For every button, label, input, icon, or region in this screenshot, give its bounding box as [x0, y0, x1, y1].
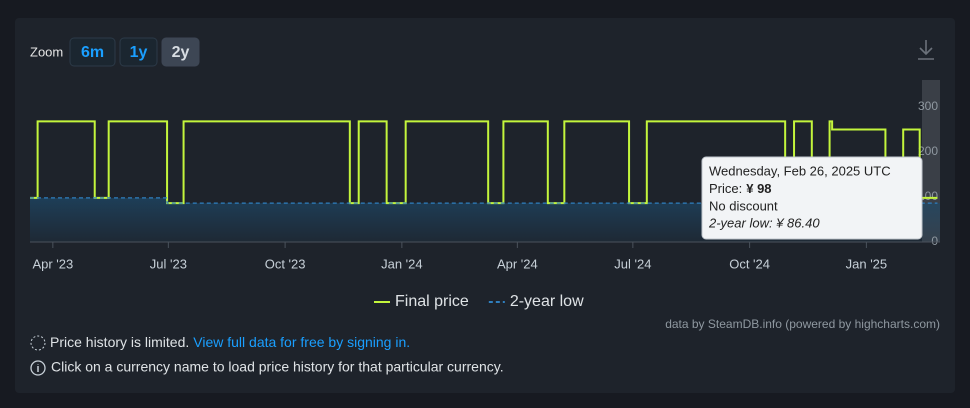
zoom-label: Zoom — [30, 44, 63, 59]
zoom-button[interactable] — [119, 37, 158, 67]
y-tick-label: 200 — [918, 144, 938, 158]
note-text: Price history is limited. — [50, 334, 189, 350]
tooltip-price-value: ¥ 98 — [746, 181, 771, 196]
x-tick-label: Apr '24 — [497, 256, 538, 271]
x-tick-label: Jan '25 — [846, 256, 888, 271]
y-tick-label: 300 — [918, 99, 938, 113]
zoom-button-label[interactable]: 1y — [130, 44, 148, 61]
navigator-handle — [922, 80, 940, 242]
y-tick-label: 100 — [918, 189, 938, 203]
note-currency: Click on a currency name to load price h… — [51, 359, 504, 375]
zoom-button[interactable] — [161, 37, 200, 67]
tooltip-low: 2-year low: ¥ 86.40 — [708, 215, 820, 230]
x-tick-label: Jan '24 — [381, 256, 423, 271]
tooltip-date: Wednesday, Feb 26, 2025 UTC — [709, 163, 891, 178]
price-line — [30, 197, 938, 204]
tooltip-price-label: Price: — [709, 181, 742, 196]
credits: data by SteamDB.info (powered by highcha… — [665, 317, 940, 331]
x-tick-label: Oct '24 — [729, 256, 770, 271]
info-icon — [30, 360, 46, 376]
zoom-button-label[interactable]: 6m — [81, 44, 104, 61]
tooltip-box — [701, 156, 923, 240]
x-tick-label: Jul '23 — [150, 256, 187, 271]
y-tick-label: 0 — [931, 234, 938, 248]
tooltip-discount: No discount — [709, 198, 778, 213]
zoom-button[interactable] — [69, 37, 116, 67]
zoom-button-label[interactable]: 2y — [172, 44, 190, 61]
x-tick-label: Oct '23 — [265, 256, 306, 271]
x-tick-label: Jul '24 — [614, 256, 651, 271]
tooltip-price: Price: ¥ 98 — [709, 181, 772, 196]
legend-label[interactable]: Final price — [395, 293, 469, 310]
download-icon[interactable] — [918, 40, 934, 60]
legend-label[interactable]: 2-year low — [510, 293, 584, 310]
x-tick-label: Apr '23 — [32, 256, 73, 271]
price-line — [30, 120, 938, 205]
tooltip: Wednesday, Feb 26, 2025 UTC Price: ¥ 98 No … — [701, 156, 923, 240]
note-link[interactable]: View full data for free by signing in. — [193, 334, 410, 350]
note-limited: Price history is limited. View full data … — [50, 334, 410, 350]
dashed-circle-icon — [30, 335, 46, 351]
